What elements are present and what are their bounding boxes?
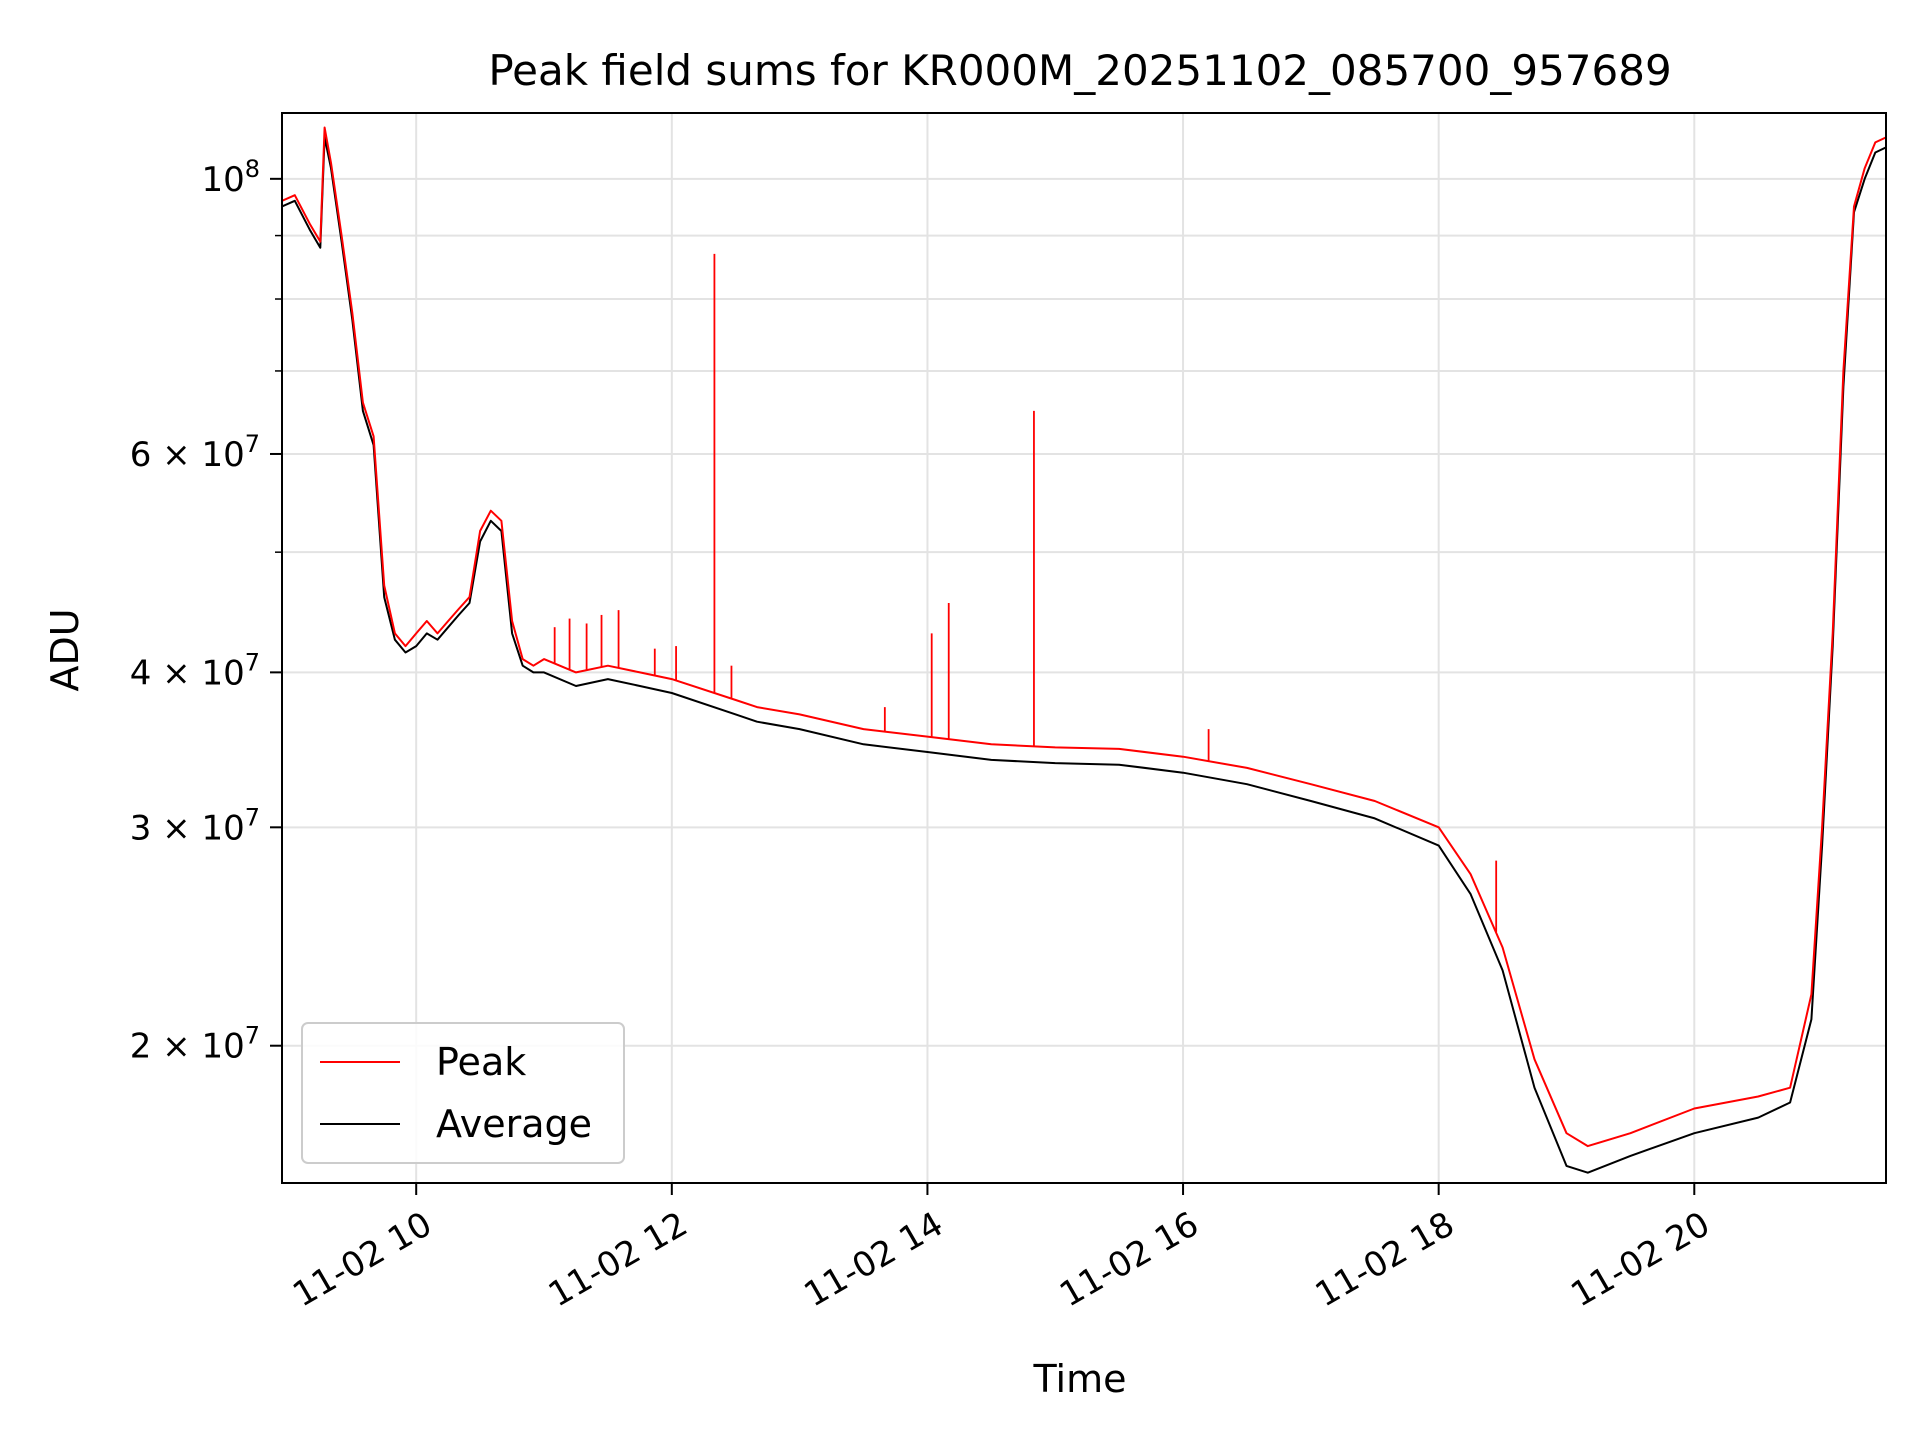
y-axis-label: ADU <box>43 608 87 691</box>
y-tick-label: 3 × 107 <box>130 803 260 848</box>
legend: Peak Average <box>301 1022 625 1164</box>
data-layer <box>282 126 1886 1174</box>
legend-label-peak: Peak <box>436 1040 526 1084</box>
series-line-peak <box>282 126 1886 1148</box>
x-axis-label: Time <box>1033 1357 1127 1401</box>
y-tick-label: 2 × 107 <box>130 1022 260 1067</box>
legend-box <box>301 1022 625 1164</box>
y-tick-label: 6 × 107 <box>130 430 260 475</box>
y-tick-label: 4 × 107 <box>130 648 260 693</box>
axes-frame <box>281 112 1887 1184</box>
chart-title: Peak field sums for KR000M_20251102_0857… <box>488 46 1671 95</box>
legend-label-average: Average <box>436 1102 592 1146</box>
y-tick-label: 108 <box>201 155 260 200</box>
